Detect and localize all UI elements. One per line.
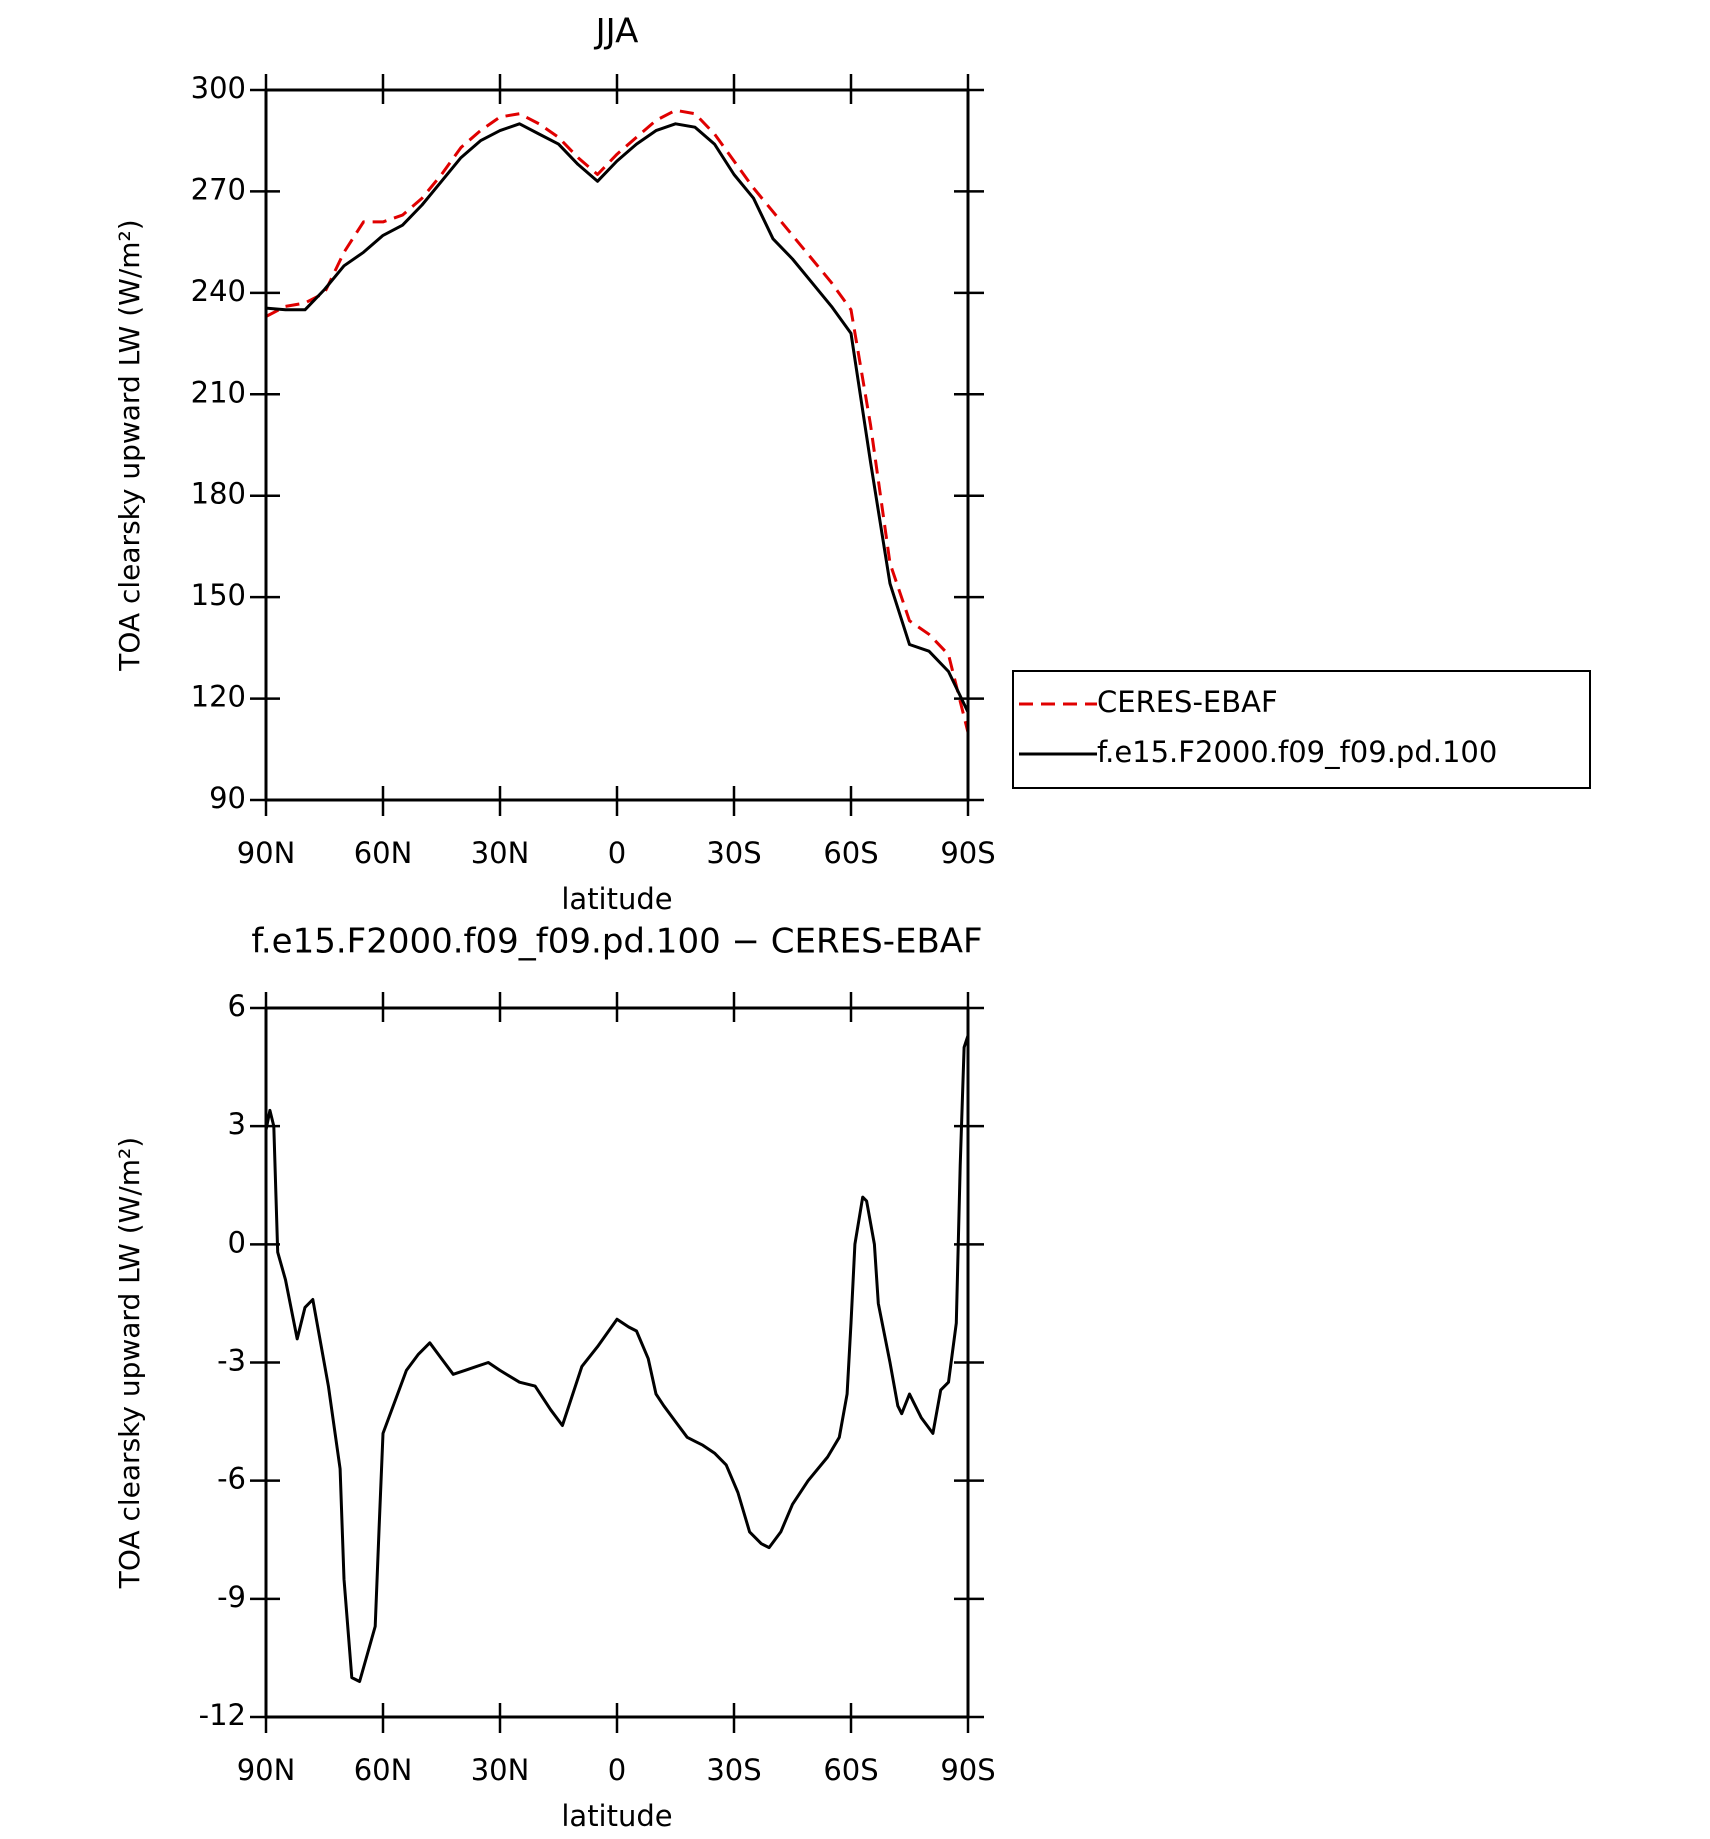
x-tick-label: 60N	[354, 1753, 413, 1787]
chart-panel: f.e15.F2000.f09_f09.pd.100 − CERES-EBAF -…	[113, 922, 996, 1834]
y-tick-label: 240	[191, 274, 246, 308]
series-line	[264, 1035, 970, 1683]
x-tick-label: 30N	[471, 836, 530, 870]
y-tick-label: -12	[199, 1698, 246, 1732]
y-tick-label: -6	[217, 1462, 246, 1496]
x-axis-label: latitude	[561, 882, 672, 916]
legend-label: f.e15.F2000.f09_f09.pd.100	[1097, 735, 1497, 769]
y-tick-label: 3	[228, 1107, 246, 1141]
x-tick-label: 30S	[706, 836, 761, 870]
x-tick-label: 0	[608, 1753, 626, 1787]
x-tick-label: 60S	[823, 836, 878, 870]
x-tick-label: 90S	[940, 836, 995, 870]
legend-box	[1012, 670, 1591, 789]
y-tick-label: 150	[191, 578, 246, 612]
y-tick-label: 270	[191, 172, 246, 206]
y-tick-label: 6	[228, 989, 246, 1023]
y-tick-label: -9	[217, 1580, 246, 1614]
legend: CERES-EBAF f.e15.F2000.f09_f09.pd.100	[1012, 670, 1591, 789]
chart-panel: JJA 90 120 150 180 210 240 270 300 90N 60N 30N 0 30S 6…	[113, 12, 1591, 916]
y-tick-label: 90	[209, 781, 246, 815]
y-tick-label: 0	[228, 1225, 246, 1259]
x-tick-label: 30S	[706, 1753, 761, 1787]
y-tick-label: 300	[191, 71, 246, 105]
y-tick-label: 180	[191, 477, 246, 511]
x-tick-label: 60N	[354, 836, 413, 870]
x-tick-label: 90N	[237, 836, 296, 870]
x-tick-label: 90N	[237, 1753, 296, 1787]
y-tick-label: 210	[191, 375, 246, 409]
y-tick-label: -3	[217, 1344, 246, 1378]
y-axis-label: TOA clearsky upward LW (W/m²)	[113, 1137, 146, 1589]
x-tick-label: 0	[608, 836, 626, 870]
legend-label: CERES-EBAF	[1097, 685, 1278, 719]
series-line	[265, 108, 970, 733]
y-axis-label: TOA clearsky upward LW (W/m²)	[113, 219, 146, 671]
chart-title: f.e15.F2000.f09_f09.pd.100 − CERES-EBAF	[251, 922, 982, 962]
y-tick-label: 120	[191, 680, 246, 714]
series-line	[265, 122, 970, 713]
chart-title: JJA	[594, 12, 639, 52]
x-axis-label: latitude	[561, 1799, 672, 1833]
x-tick-label: 60S	[823, 1753, 878, 1787]
x-tick-label: 30N	[471, 1753, 530, 1787]
x-tick-label: 90S	[940, 1753, 995, 1787]
plot-frame	[264, 1006, 970, 1719]
plot-frame	[264, 88, 970, 802]
